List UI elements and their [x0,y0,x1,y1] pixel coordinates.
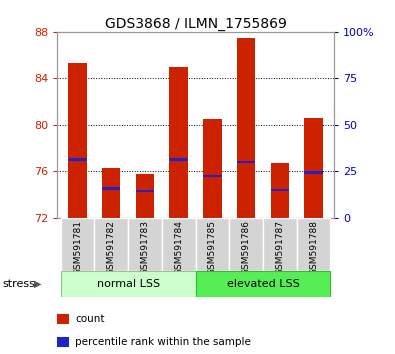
Bar [304,118,323,218]
FancyBboxPatch shape [94,218,128,271]
Bar [169,158,188,161]
Text: GSM591788: GSM591788 [309,220,318,275]
Bar [102,187,120,190]
Text: stress: stress [2,279,35,289]
Bar [203,119,222,218]
FancyBboxPatch shape [61,271,196,297]
Bar [237,161,256,163]
Bar [68,158,87,161]
Bar [304,171,323,174]
FancyBboxPatch shape [297,218,330,271]
Bar [135,190,154,192]
FancyBboxPatch shape [196,218,229,271]
FancyBboxPatch shape [263,218,297,271]
Text: GSM591781: GSM591781 [73,220,82,275]
Text: GSM591787: GSM591787 [275,220,284,275]
Text: count: count [75,314,105,324]
FancyBboxPatch shape [61,218,94,271]
Bar [68,63,87,218]
Text: ▶: ▶ [34,279,42,289]
Bar [237,38,256,218]
Text: normal LSS: normal LSS [96,279,160,289]
Text: GSM591784: GSM591784 [174,220,183,275]
Bar [169,67,188,218]
Text: GSM591782: GSM591782 [107,220,116,275]
Text: GSM591785: GSM591785 [208,220,217,275]
FancyBboxPatch shape [128,218,162,271]
FancyBboxPatch shape [162,218,196,271]
Bar [102,168,120,218]
Bar [271,189,289,191]
Bar [203,175,222,177]
Text: GSM591783: GSM591783 [141,220,149,275]
Bar [135,173,154,218]
Title: GDS3868 / ILMN_1755869: GDS3868 / ILMN_1755869 [105,17,286,31]
Text: elevated LSS: elevated LSS [227,279,299,289]
FancyBboxPatch shape [196,271,330,297]
Text: GSM591786: GSM591786 [242,220,250,275]
FancyBboxPatch shape [229,218,263,271]
Text: percentile rank within the sample: percentile rank within the sample [75,337,251,347]
Bar [271,163,289,218]
